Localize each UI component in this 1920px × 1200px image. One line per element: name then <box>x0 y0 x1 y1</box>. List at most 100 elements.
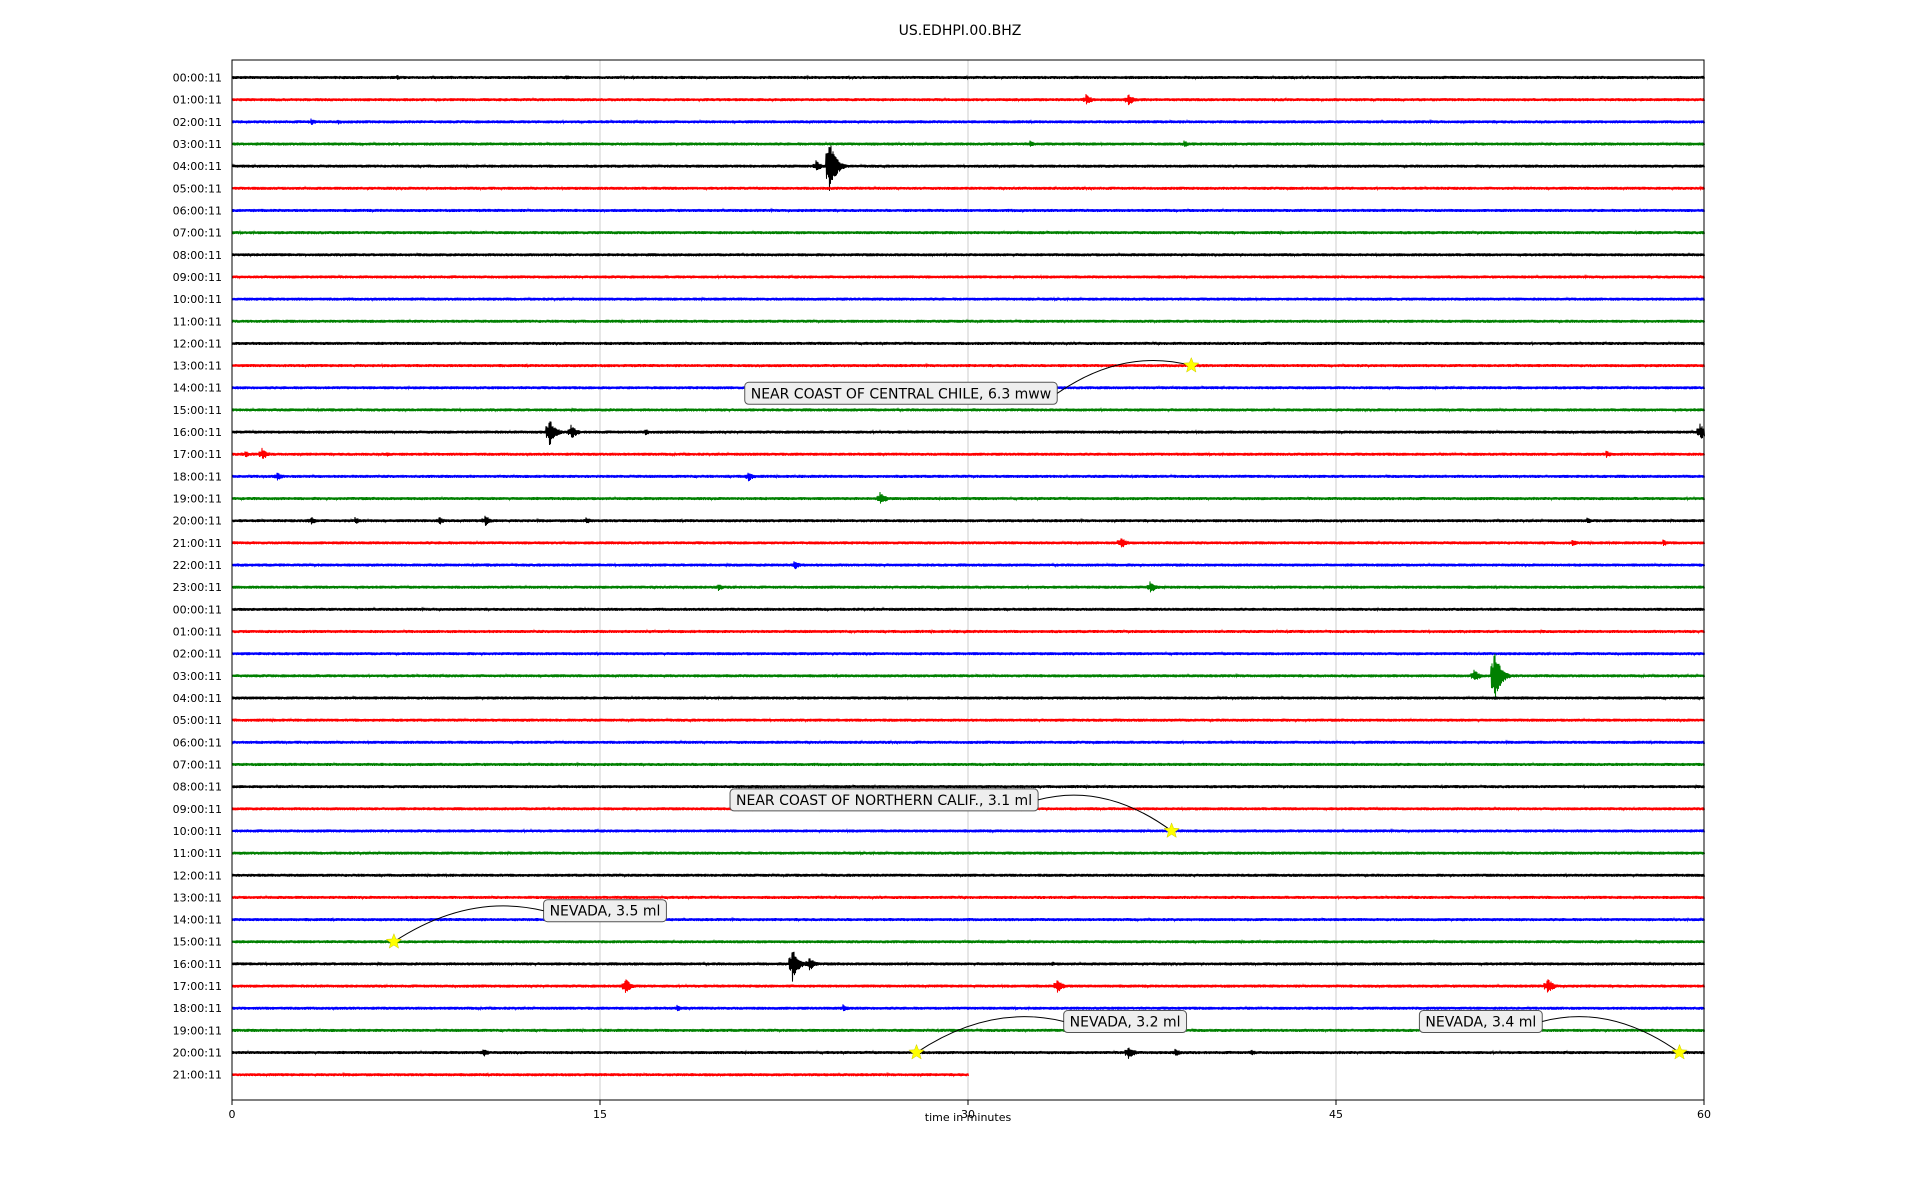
row-time-label: 13:00:11 <box>173 360 222 373</box>
trace-row <box>231 93 1705 106</box>
row-time-labels: 00:00:11 01:00:11 02:00:11 03:00:11 04:00:11… <box>173 72 222 1082</box>
trace-row <box>231 872 1705 879</box>
trace-row <box>231 145 1705 191</box>
row-time-label: 16:00:11 <box>173 426 222 439</box>
row-time-label: 04:00:11 <box>173 160 222 173</box>
row-time-label: 19:00:11 <box>173 1024 222 1037</box>
trace-row <box>231 695 1705 701</box>
event-annotation: NEVADA, 3.5 ml <box>385 899 667 949</box>
x-axis-label: time in minutes <box>925 1111 1012 1124</box>
row-time-label: 05:00:11 <box>173 182 222 195</box>
event-connector <box>1037 794 1172 832</box>
trace-row <box>231 561 1705 570</box>
row-time-label: 21:00:11 <box>173 537 222 550</box>
row-time-label: 21:00:11 <box>173 1069 222 1082</box>
trace-row <box>231 207 1705 214</box>
trace-row <box>231 650 1705 657</box>
trace-row <box>231 340 1705 347</box>
trace-row <box>231 739 1705 746</box>
trace-row <box>231 783 1705 790</box>
row-time-label: 20:00:11 <box>173 1047 222 1060</box>
event-connector <box>393 905 544 943</box>
row-time-label: 00:00:11 <box>173 72 222 85</box>
trace-row <box>231 185 1705 192</box>
trace-row <box>231 1071 969 1078</box>
trace-row <box>231 274 1705 280</box>
row-time-label: 00:00:11 <box>173 603 222 616</box>
x-tick-label: 60 <box>1697 1108 1711 1121</box>
event-connector <box>916 1016 1064 1053</box>
trace-row <box>231 140 1705 147</box>
x-tick-label: 45 <box>1329 1108 1343 1121</box>
row-time-label: 17:00:11 <box>173 980 222 993</box>
row-time-label: 04:00:11 <box>173 692 222 705</box>
row-time-label: 17:00:11 <box>173 448 222 461</box>
event-label: NEVADA, 3.4 ml <box>1425 1015 1536 1031</box>
row-time-label: 15:00:11 <box>173 936 222 949</box>
event-connector <box>1056 360 1192 394</box>
row-time-label: 09:00:11 <box>173 271 222 284</box>
row-time-label: 06:00:11 <box>173 204 222 217</box>
row-time-label: 13:00:11 <box>173 891 222 904</box>
trace-row <box>231 491 1705 504</box>
x-tick-label: 30 <box>961 1108 975 1121</box>
event-annotation: NEVADA, 3.4 ml <box>1418 1010 1688 1060</box>
row-time-label: 22:00:11 <box>173 559 222 572</box>
trace-row <box>231 472 1705 482</box>
row-time-label: 06:00:11 <box>173 736 222 749</box>
trace-row <box>231 447 1705 459</box>
row-time-label: 11:00:11 <box>173 315 222 328</box>
trace-row <box>231 1047 1705 1059</box>
row-time-label: 14:00:11 <box>173 914 222 927</box>
trace-row <box>231 951 1705 982</box>
trace-row <box>231 118 1705 125</box>
row-time-label: 23:00:11 <box>173 581 222 594</box>
event-label: NEVADA, 3.5 ml <box>550 904 661 920</box>
event-star-marker <box>908 1043 925 1060</box>
event-label: NEAR COAST OF NORTHERN CALIF., 3.1 ml <box>736 793 1032 809</box>
row-time-label: 12:00:11 <box>173 869 222 882</box>
x-axis-ticks: 0 15 30 45 60 <box>229 1100 1711 1121</box>
row-time-label: 08:00:11 <box>173 781 222 794</box>
event-star-marker <box>385 932 403 949</box>
row-time-label: 10:00:11 <box>173 293 222 306</box>
event-annotations: NEAR COAST OF CENTRAL CHILE, 6.3 mww NEAR… <box>385 356 1688 1060</box>
trace-row <box>231 653 1705 699</box>
trace-row <box>231 606 1705 613</box>
row-time-label: 08:00:11 <box>173 249 222 262</box>
trace-row <box>231 74 1705 81</box>
row-time-label: 09:00:11 <box>173 803 222 816</box>
event-label: NEAR COAST OF CENTRAL CHILE, 6.3 mww <box>751 386 1051 402</box>
row-time-label: 02:00:11 <box>173 648 222 661</box>
trace-row <box>231 894 1705 901</box>
event-star-marker <box>1671 1043 1688 1060</box>
row-time-label: 05:00:11 <box>173 714 222 727</box>
trace-row <box>231 1004 1705 1012</box>
row-time-label: 01:00:11 <box>173 626 222 639</box>
x-tick-label: 0 <box>229 1108 236 1121</box>
event-annotation: NEVADA, 3.2 ml <box>908 1010 1188 1060</box>
event-annotation: NEAR COAST OF CENTRAL CHILE, 6.3 mww <box>744 356 1200 405</box>
event-annotation: NEAR COAST OF NORTHERN CALIF., 3.1 ml <box>729 788 1180 838</box>
row-time-label: 07:00:11 <box>173 758 222 771</box>
event-star-marker <box>1163 822 1180 838</box>
trace-row <box>231 251 1705 258</box>
grid-lines <box>599 60 1337 1100</box>
trace-row <box>231 828 1705 834</box>
trace-row <box>231 421 1705 446</box>
trace-row <box>231 938 1705 945</box>
trace-row <box>231 362 1705 369</box>
row-time-label: 11:00:11 <box>173 847 222 860</box>
row-time-label: 02:00:11 <box>173 116 222 129</box>
trace-row <box>231 916 1705 923</box>
event-star-marker <box>1182 356 1200 373</box>
event-label: NEVADA, 3.2 ml <box>1070 1015 1181 1031</box>
row-time-label: 14:00:11 <box>173 382 222 395</box>
row-time-label: 18:00:11 <box>173 470 222 483</box>
row-time-label: 07:00:11 <box>173 227 222 240</box>
row-time-label: 01:00:11 <box>173 94 222 107</box>
row-time-label: 16:00:11 <box>173 958 222 971</box>
trace-row <box>231 628 1705 635</box>
trace-row <box>231 850 1705 857</box>
